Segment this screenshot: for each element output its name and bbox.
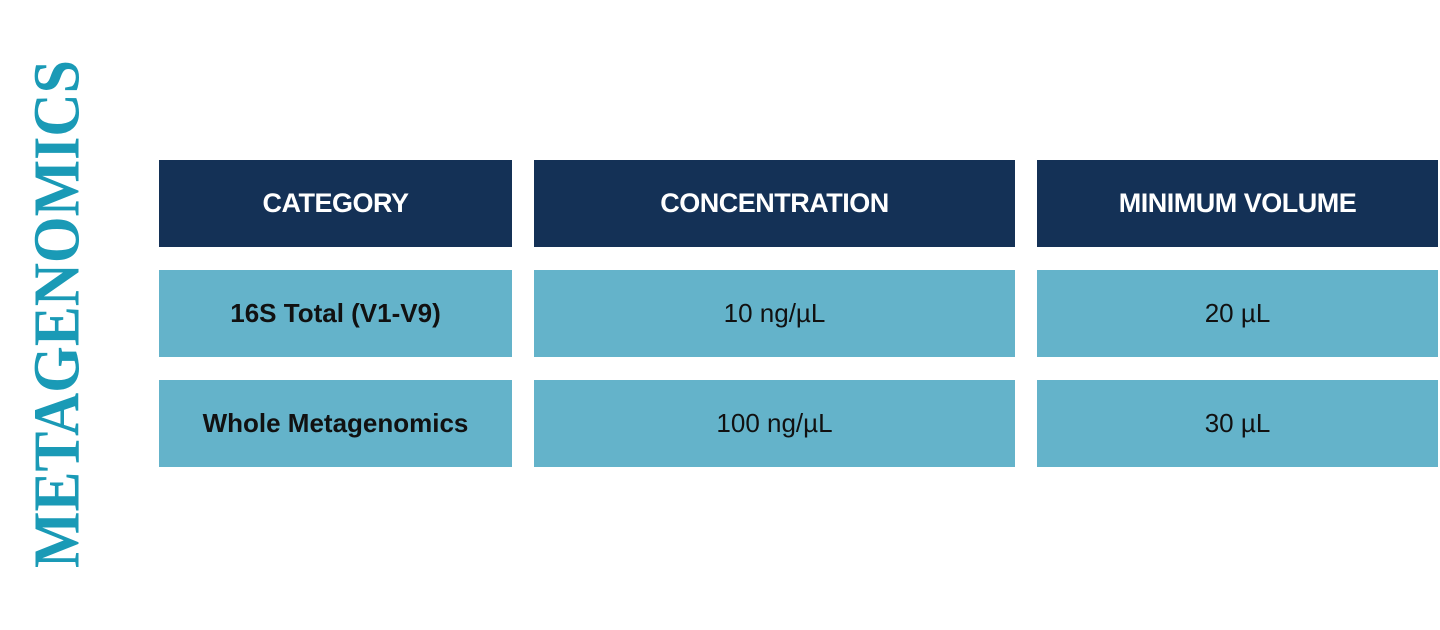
table-cell: Whole Metagenomics	[159, 380, 512, 467]
table-cell: 20 µL	[1037, 270, 1438, 357]
header-cell: CONCENTRATION	[534, 160, 1015, 247]
table-cell: 100 ng/µL	[534, 380, 1015, 467]
table-cell: 30 µL	[1037, 380, 1438, 467]
header-cell: CATEGORY	[159, 160, 512, 247]
table-cell: 10 ng/µL	[534, 270, 1015, 357]
side-title: METAGENOMICS	[21, 60, 94, 568]
table-cell: 16S Total (V1-V9)	[159, 270, 512, 357]
header-cell: MINIMUM VOLUME	[1037, 160, 1438, 247]
side-title-area: METAGENOMICS	[21, 60, 94, 568]
